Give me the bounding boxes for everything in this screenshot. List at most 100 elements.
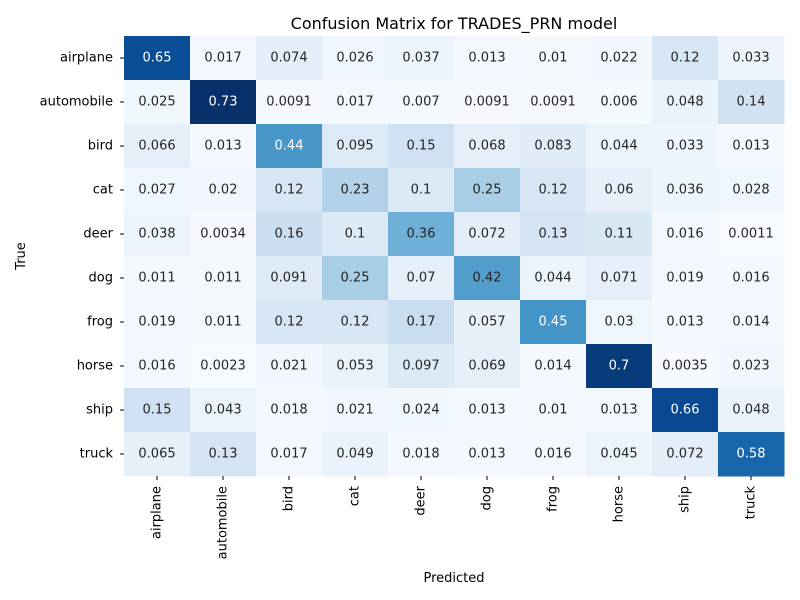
cell-value-label: 0.1 xyxy=(345,227,366,242)
x-tick-label-cat: cat xyxy=(348,486,363,506)
cell-value-label: 0.12 xyxy=(341,315,370,330)
cell-value-label: 0.12 xyxy=(671,51,700,66)
cell-value-label: 0.017 xyxy=(204,51,241,66)
heatmap-cell-truck-bird xyxy=(256,432,323,477)
cell-value-label: 0.66 xyxy=(671,403,700,418)
heatmap-cell-cat-ship xyxy=(652,168,719,213)
x-tick-label-ship: ship xyxy=(678,486,693,513)
heatmap-cell-truck-dog xyxy=(454,432,521,477)
cell-value-label: 0.083 xyxy=(534,139,571,154)
cell-value-label: 0.0035 xyxy=(662,359,708,374)
x-tick-label-truck: truck xyxy=(744,486,759,520)
cell-value-label: 0.013 xyxy=(600,403,637,418)
cell-value-label: 0.011 xyxy=(204,271,241,286)
cell-value-label: 0.36 xyxy=(407,227,436,242)
heatmap-cell-dog-bird xyxy=(256,256,323,301)
heatmap-cell-horse-automobile xyxy=(190,344,257,389)
heatmap-cell-bird-truck xyxy=(718,124,785,169)
cell-value-label: 0.07 xyxy=(407,271,436,286)
x-tick-label-dog: dog xyxy=(480,486,495,510)
cell-value-label: 0.017 xyxy=(336,95,373,110)
cell-value-label: 0.0091 xyxy=(266,95,312,110)
cell-value-label: 0.018 xyxy=(270,403,307,418)
y-tick-label-airplane: airplane xyxy=(60,51,113,66)
heatmap-cell-ship-dog xyxy=(454,388,521,433)
cell-value-label: 0.025 xyxy=(138,95,175,110)
heatmap-cell-frog-automobile xyxy=(190,300,257,345)
heatmap-cell-deer-ship xyxy=(652,212,719,257)
cell-value-label: 0.069 xyxy=(468,359,505,374)
heatmap-cell-deer-bird xyxy=(256,212,323,257)
cell-value-label: 0.019 xyxy=(666,271,703,286)
cell-value-label: 0.12 xyxy=(275,315,304,330)
cell-value-label: 0.73 xyxy=(209,95,238,110)
heatmap-cell-horse-bird xyxy=(256,344,323,389)
cell-value-label: 0.006 xyxy=(600,95,637,110)
cell-value-label: 0.071 xyxy=(600,271,637,286)
cell-value-label: 0.016 xyxy=(138,359,175,374)
cell-value-label: 0.013 xyxy=(468,447,505,462)
cell-value-label: 0.13 xyxy=(539,227,568,242)
cell-value-label: 0.053 xyxy=(336,359,373,374)
cell-value-label: 0.066 xyxy=(138,139,175,154)
heatmap-cell-cat-automobile xyxy=(190,168,257,213)
heatmap-cell-frog-dog xyxy=(454,300,521,345)
heatmap-cell-truck-cat xyxy=(322,432,389,477)
heatmap-cell-frog-ship xyxy=(652,300,719,345)
cell-value-label: 0.11 xyxy=(605,227,634,242)
heatmap-cell-horse-airplane xyxy=(124,344,191,389)
cell-value-label: 0.0091 xyxy=(464,95,510,110)
cell-value-label: 0.048 xyxy=(732,403,769,418)
heatmap-cell-deer-truck xyxy=(718,212,785,257)
heatmap-cell-ship-frog xyxy=(520,388,587,433)
heatmap-cell-ship-deer xyxy=(388,388,455,433)
y-tick-label-ship: ship xyxy=(86,403,113,418)
heatmap-cell-automobile-horse xyxy=(586,80,653,125)
cell-value-label: 0.021 xyxy=(270,359,307,374)
cell-value-label: 0.0034 xyxy=(200,227,246,242)
cell-value-label: 0.011 xyxy=(204,315,241,330)
heatmap-cell-bird-dog xyxy=(454,124,521,169)
cell-value-label: 0.033 xyxy=(666,139,703,154)
heatmap-cell-cat-frog xyxy=(520,168,587,213)
cell-value-label: 0.25 xyxy=(341,271,370,286)
cell-value-label: 0.097 xyxy=(402,359,439,374)
cell-value-label: 0.014 xyxy=(732,315,769,330)
cell-value-label: 0.021 xyxy=(336,403,373,418)
cell-value-label: 0.018 xyxy=(402,447,439,462)
cell-value-label: 0.017 xyxy=(270,447,307,462)
cell-value-label: 0.044 xyxy=(600,139,637,154)
cell-value-label: 0.072 xyxy=(468,227,505,242)
cell-value-label: 0.17 xyxy=(407,315,436,330)
heatmap-cell-bird-deer xyxy=(388,124,455,169)
heatmap-cell-automobile-airplane xyxy=(124,80,191,125)
heatmap-cell-truck-deer xyxy=(388,432,455,477)
cell-value-label: 0.0023 xyxy=(200,359,246,374)
cell-value-label: 0.044 xyxy=(534,271,571,286)
cell-value-label: 0.026 xyxy=(336,51,373,66)
y-axis-ticks: airplane automobile bird cat deer dog frog hors… xyxy=(40,51,124,462)
heatmap-cell-bird-airplane xyxy=(124,124,191,169)
heatmap-cell-truck-frog xyxy=(520,432,587,477)
cell-value-label: 0.038 xyxy=(138,227,175,242)
cell-value-label: 0.028 xyxy=(732,183,769,198)
cell-value-label: 0.13 xyxy=(209,447,238,462)
cell-value-label: 0.036 xyxy=(666,183,703,198)
y-tick-label-deer: deer xyxy=(83,227,113,242)
heatmap-cell-dog-airplane xyxy=(124,256,191,301)
cell-value-label: 0.049 xyxy=(336,447,373,462)
heatmap-cell-airplane-automobile xyxy=(190,36,257,81)
heatmap-cell-frog-airplane xyxy=(124,300,191,345)
y-tick-label-truck: truck xyxy=(80,447,114,462)
cell-value-label: 0.1 xyxy=(411,183,432,198)
heatmap-cell-horse-cat xyxy=(322,344,389,389)
heatmap-cell-labels: 0.65 0.017 0.074 0.026 0.037 0.013 0.01 0.022 0.… xyxy=(138,51,773,462)
heatmap-cell-deer-airplane xyxy=(124,212,191,257)
heatmap-cell-ship-automobile xyxy=(190,388,257,433)
cell-value-label: 0.45 xyxy=(539,315,568,330)
heatmap-cell-airplane-cat xyxy=(322,36,389,81)
cell-value-label: 0.016 xyxy=(534,447,571,462)
heatmap-cell-horse-dog xyxy=(454,344,521,389)
y-tick-label-bird: bird xyxy=(88,139,113,154)
